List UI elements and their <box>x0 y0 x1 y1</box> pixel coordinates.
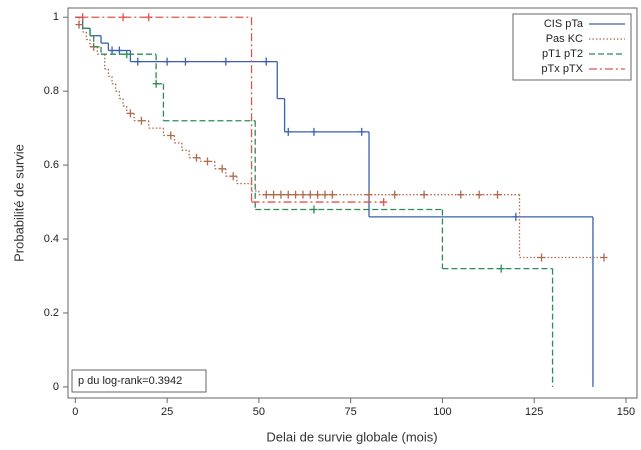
censor-mark <box>75 20 83 29</box>
censor-mark <box>457 190 465 199</box>
x-axis-title: Delai de survie globale (mois) <box>266 429 437 444</box>
censor-mark <box>134 57 142 66</box>
censor-mark <box>380 198 388 207</box>
censor-mark <box>494 190 502 199</box>
y-tick-label: 0.2 <box>44 307 59 319</box>
censor-mark <box>229 172 237 181</box>
censor-mark <box>145 13 153 22</box>
censor-mark <box>284 190 292 199</box>
censor-mark <box>292 190 300 199</box>
censor-mark <box>314 190 322 199</box>
censor-mark <box>600 253 608 262</box>
annotation-box <box>71 369 207 393</box>
censor-mark <box>222 57 230 66</box>
censor-mark <box>538 253 546 262</box>
censor-mark <box>270 190 278 199</box>
censor-mark <box>115 46 123 55</box>
x-tick-label: 150 <box>617 406 635 418</box>
legend-label: Pas KC <box>546 33 583 45</box>
censor-mark <box>310 127 318 136</box>
censor-mark <box>79 13 87 22</box>
x-tick-label: 125 <box>525 406 543 418</box>
censor-mark <box>475 190 483 199</box>
plot-frame <box>67 7 638 399</box>
censor-mark <box>108 46 116 55</box>
censor-mark <box>284 127 292 136</box>
y-tick-label: 0.4 <box>44 233 59 245</box>
legend-label: CIS pTa <box>544 18 584 30</box>
y-axis-title: Probabilité de survie <box>11 144 26 262</box>
censor-mark <box>203 157 211 166</box>
censor-mark <box>299 190 307 199</box>
x-tick-label: 50 <box>253 406 265 418</box>
censor-mark <box>137 116 145 125</box>
censor-mark <box>277 190 285 199</box>
x-tick-label: 0 <box>72 406 78 418</box>
x-tick-label: 75 <box>345 406 357 418</box>
censor-mark <box>512 212 520 221</box>
censor-mark <box>310 205 318 214</box>
censor-mark <box>420 190 428 199</box>
censor-mark <box>152 79 160 88</box>
y-tick-label: 1 <box>53 11 59 23</box>
censor-mark <box>306 190 314 199</box>
annotation: p du log-rank=0.3942 <box>78 375 182 387</box>
censor-mark <box>262 190 270 199</box>
censor-mark <box>321 190 329 199</box>
censor-mark <box>181 57 189 66</box>
censor-mark <box>365 190 373 199</box>
censor-mark <box>262 57 270 66</box>
censor-mark <box>497 264 505 273</box>
y-tick-label: 0.8 <box>44 85 59 97</box>
censor-mark <box>163 57 171 66</box>
y-tick-label: 0 <box>53 381 59 393</box>
censor-mark <box>119 13 127 22</box>
y-tick-label: 0.6 <box>44 159 59 171</box>
censor-mark <box>391 190 399 199</box>
censor-mark <box>126 109 134 118</box>
censor-mark <box>328 190 336 199</box>
censor-mark <box>218 164 226 173</box>
legend-label: pT1 pT2 <box>542 48 583 60</box>
censor-mark <box>358 127 366 136</box>
censor-mark <box>123 50 131 59</box>
legend-label: pTx pTX <box>541 63 583 75</box>
censor-mark <box>192 153 200 162</box>
censor-mark <box>167 131 175 140</box>
x-tick-label: 100 <box>433 406 451 418</box>
x-tick-label: 25 <box>161 406 173 418</box>
